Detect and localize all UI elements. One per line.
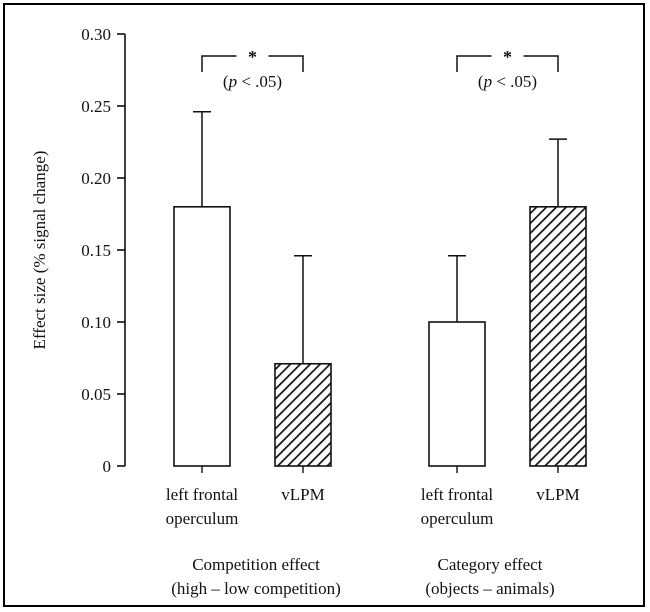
significance-bracket <box>523 55 559 72</box>
bar-vlpm <box>529 206 587 467</box>
group-label: Category effect <box>438 555 543 574</box>
category-labels: left frontal operculum vLPM Competition eff… <box>166 485 580 598</box>
group-label-line2: (objects – animals) <box>425 579 554 598</box>
significance-star: * <box>248 47 257 67</box>
p-value-label: (p < .05) <box>478 72 537 91</box>
p-value-open: ( <box>478 72 484 91</box>
bar-label: vLPM <box>281 485 324 504</box>
y-tick-label: 0.05 <box>81 385 111 404</box>
significance-bracket <box>268 55 304 72</box>
p-value-p: p <box>228 72 238 91</box>
bar-left-frontal-operculum <box>428 321 486 467</box>
y-tick-label: 0 <box>103 457 112 476</box>
bar-left-frontal-operculum <box>173 206 231 467</box>
p-value-open: ( <box>223 72 229 91</box>
y-ticks: 0 0.05 0.10 0.15 0.20 0.25 0.30 <box>81 25 125 476</box>
group-label: Competition effect <box>192 555 320 574</box>
p-value-threshold: < .05) <box>237 72 282 91</box>
significance-bracket <box>456 55 492 72</box>
significance-markers: *(p < .05)*(p < .05) <box>201 47 559 91</box>
group-label-line2: (high – low competition) <box>171 579 341 598</box>
y-tick-label: 0.30 <box>81 25 111 44</box>
y-tick-label: 0.10 <box>81 313 111 332</box>
bar-label-line2: operculum <box>166 509 239 528</box>
bar-label-line2: operculum <box>421 509 494 528</box>
bar-vlpm <box>274 362 332 467</box>
y-axis-label: Effect size (% signal change) <box>30 151 49 350</box>
bars <box>173 111 587 473</box>
y-tick-label: 0.15 <box>81 241 111 260</box>
significance-bracket <box>201 55 237 72</box>
p-value-p: p <box>483 72 493 91</box>
significance-star: * <box>503 47 512 67</box>
y-tick-label: 0.20 <box>81 169 111 188</box>
y-tick-label: 0.25 <box>81 97 111 116</box>
p-value-label: (p < .05) <box>223 72 282 91</box>
bar-label: left frontal <box>166 485 238 504</box>
bar-label: left frontal <box>421 485 493 504</box>
bar-label: vLPM <box>536 485 579 504</box>
p-value-threshold: < .05) <box>492 72 537 91</box>
